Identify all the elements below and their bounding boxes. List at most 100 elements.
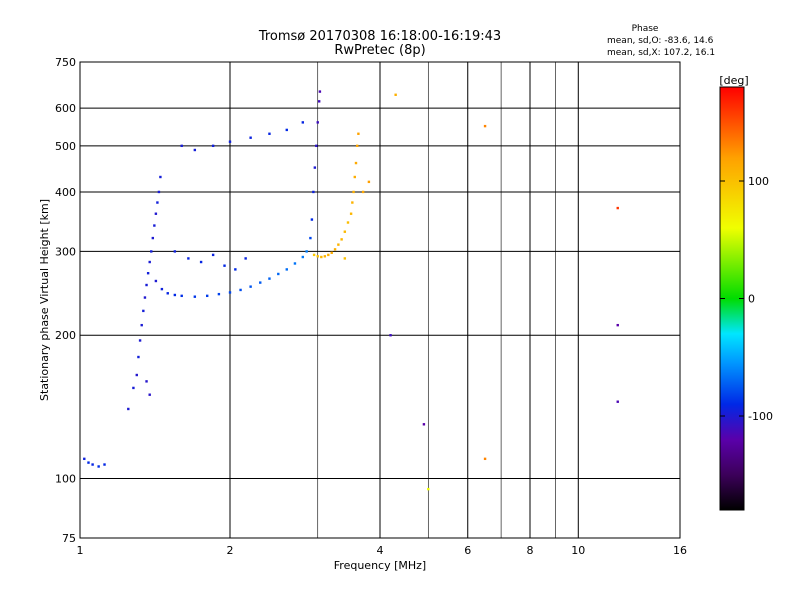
echo-point [239, 288, 242, 292]
x-tick-label: 10 [571, 544, 585, 557]
y-tick-label: 600 [55, 102, 76, 115]
echo-point [137, 355, 140, 359]
echo-point [351, 201, 354, 204]
x-axis-label: Frequency [MHz] [334, 559, 426, 572]
echo-point [138, 339, 142, 342]
echo-point [305, 250, 308, 253]
echo-point [259, 281, 262, 284]
echo-point [353, 175, 356, 179]
echo-point [312, 190, 315, 194]
echo-point [316, 255, 319, 258]
x-tick-label: 16 [673, 544, 687, 557]
echo-point [145, 283, 148, 287]
echo-point [313, 166, 317, 169]
chart-title: Tromsø 20170308 16:18:00-16:19:43 [258, 29, 501, 44]
echo-point [234, 268, 237, 271]
echo-point [616, 400, 619, 403]
echo-point [199, 260, 203, 264]
y-tick-label: 400 [55, 186, 76, 199]
echo-point [159, 175, 162, 179]
echo-point [211, 253, 215, 257]
echo-point [316, 121, 319, 124]
y-tick-label: 75 [62, 532, 76, 545]
x-tick-label: 1 [77, 544, 84, 557]
echo-point [83, 457, 86, 461]
series-o-mode [83, 90, 619, 468]
echo-point [154, 279, 158, 283]
echo-point [422, 423, 426, 426]
echo-point [312, 253, 316, 257]
colorbar-tick-label: 0 [748, 293, 755, 306]
echo-point [483, 457, 487, 461]
y-tick-label: 500 [55, 140, 76, 153]
echo-point [310, 218, 314, 221]
echo-point [427, 487, 430, 491]
echo-point [157, 190, 161, 194]
echo-point [244, 257, 247, 260]
echo-point [103, 463, 106, 466]
echo-point [301, 121, 305, 124]
echo-point [616, 323, 619, 327]
y-tick-label: 200 [55, 329, 76, 342]
echo-point [327, 253, 330, 257]
echo-point [333, 248, 337, 251]
phase-x-stats: mean, sd,X: 107.2, 16.1 [607, 48, 715, 58]
echo-point [148, 393, 151, 396]
echo-point [127, 407, 130, 411]
echo-point [150, 250, 153, 253]
colorbar-unit-label: [deg] [719, 74, 748, 87]
echo-point [160, 287, 164, 291]
echo-point [343, 230, 347, 233]
echo-point [268, 132, 271, 135]
echo-point [355, 144, 359, 148]
echo-point [211, 144, 215, 148]
echo-point [180, 144, 183, 148]
echo-point [151, 236, 155, 240]
echo-point [97, 465, 100, 468]
echo-point [228, 291, 232, 294]
echo-point [330, 251, 333, 255]
echo-point [394, 93, 397, 96]
echo-point [337, 243, 340, 246]
echo-point [301, 255, 305, 259]
echo-point [317, 100, 321, 103]
echo-point [389, 334, 392, 337]
y-tick-label: 300 [55, 245, 76, 258]
colorbar: 100 0 -100 [719, 86, 773, 511]
echo-point [361, 190, 365, 194]
echo-point [343, 257, 347, 260]
echo-point [268, 277, 271, 280]
echo-point [223, 264, 226, 267]
echo-point [349, 212, 353, 215]
echo-point [143, 296, 147, 299]
echo-point [148, 260, 151, 264]
echo-point [285, 128, 288, 132]
echo-point [217, 292, 221, 296]
echo-point [145, 380, 148, 383]
echo-point [173, 250, 177, 253]
y-axis-label: Stationary phase Virtual Height [km] [38, 199, 51, 401]
echo-point [293, 262, 297, 265]
x-tick-label: 6 [464, 544, 471, 557]
echo-point [140, 323, 143, 327]
echo-point [483, 124, 487, 128]
echo-point [132, 386, 135, 390]
echo-point [156, 201, 159, 204]
x-tick-label: 2 [227, 544, 234, 557]
echo-point [87, 461, 90, 464]
echo-point [309, 236, 312, 240]
plot-area: 1 2 4 6 8 10 16 75 100 200 300 400 500 600 750 [55, 56, 687, 557]
echo-point [205, 294, 209, 298]
echo-point [142, 309, 145, 313]
series-x-mode [312, 93, 619, 491]
echo-point [193, 148, 197, 152]
y-tick-label: 100 [55, 473, 76, 486]
echo-point [616, 206, 619, 210]
echo-point [166, 292, 169, 295]
echo-point [249, 136, 252, 139]
echo-point [340, 238, 343, 241]
echo-point [228, 140, 232, 143]
echo-point [146, 272, 150, 275]
echo-point [320, 255, 323, 259]
